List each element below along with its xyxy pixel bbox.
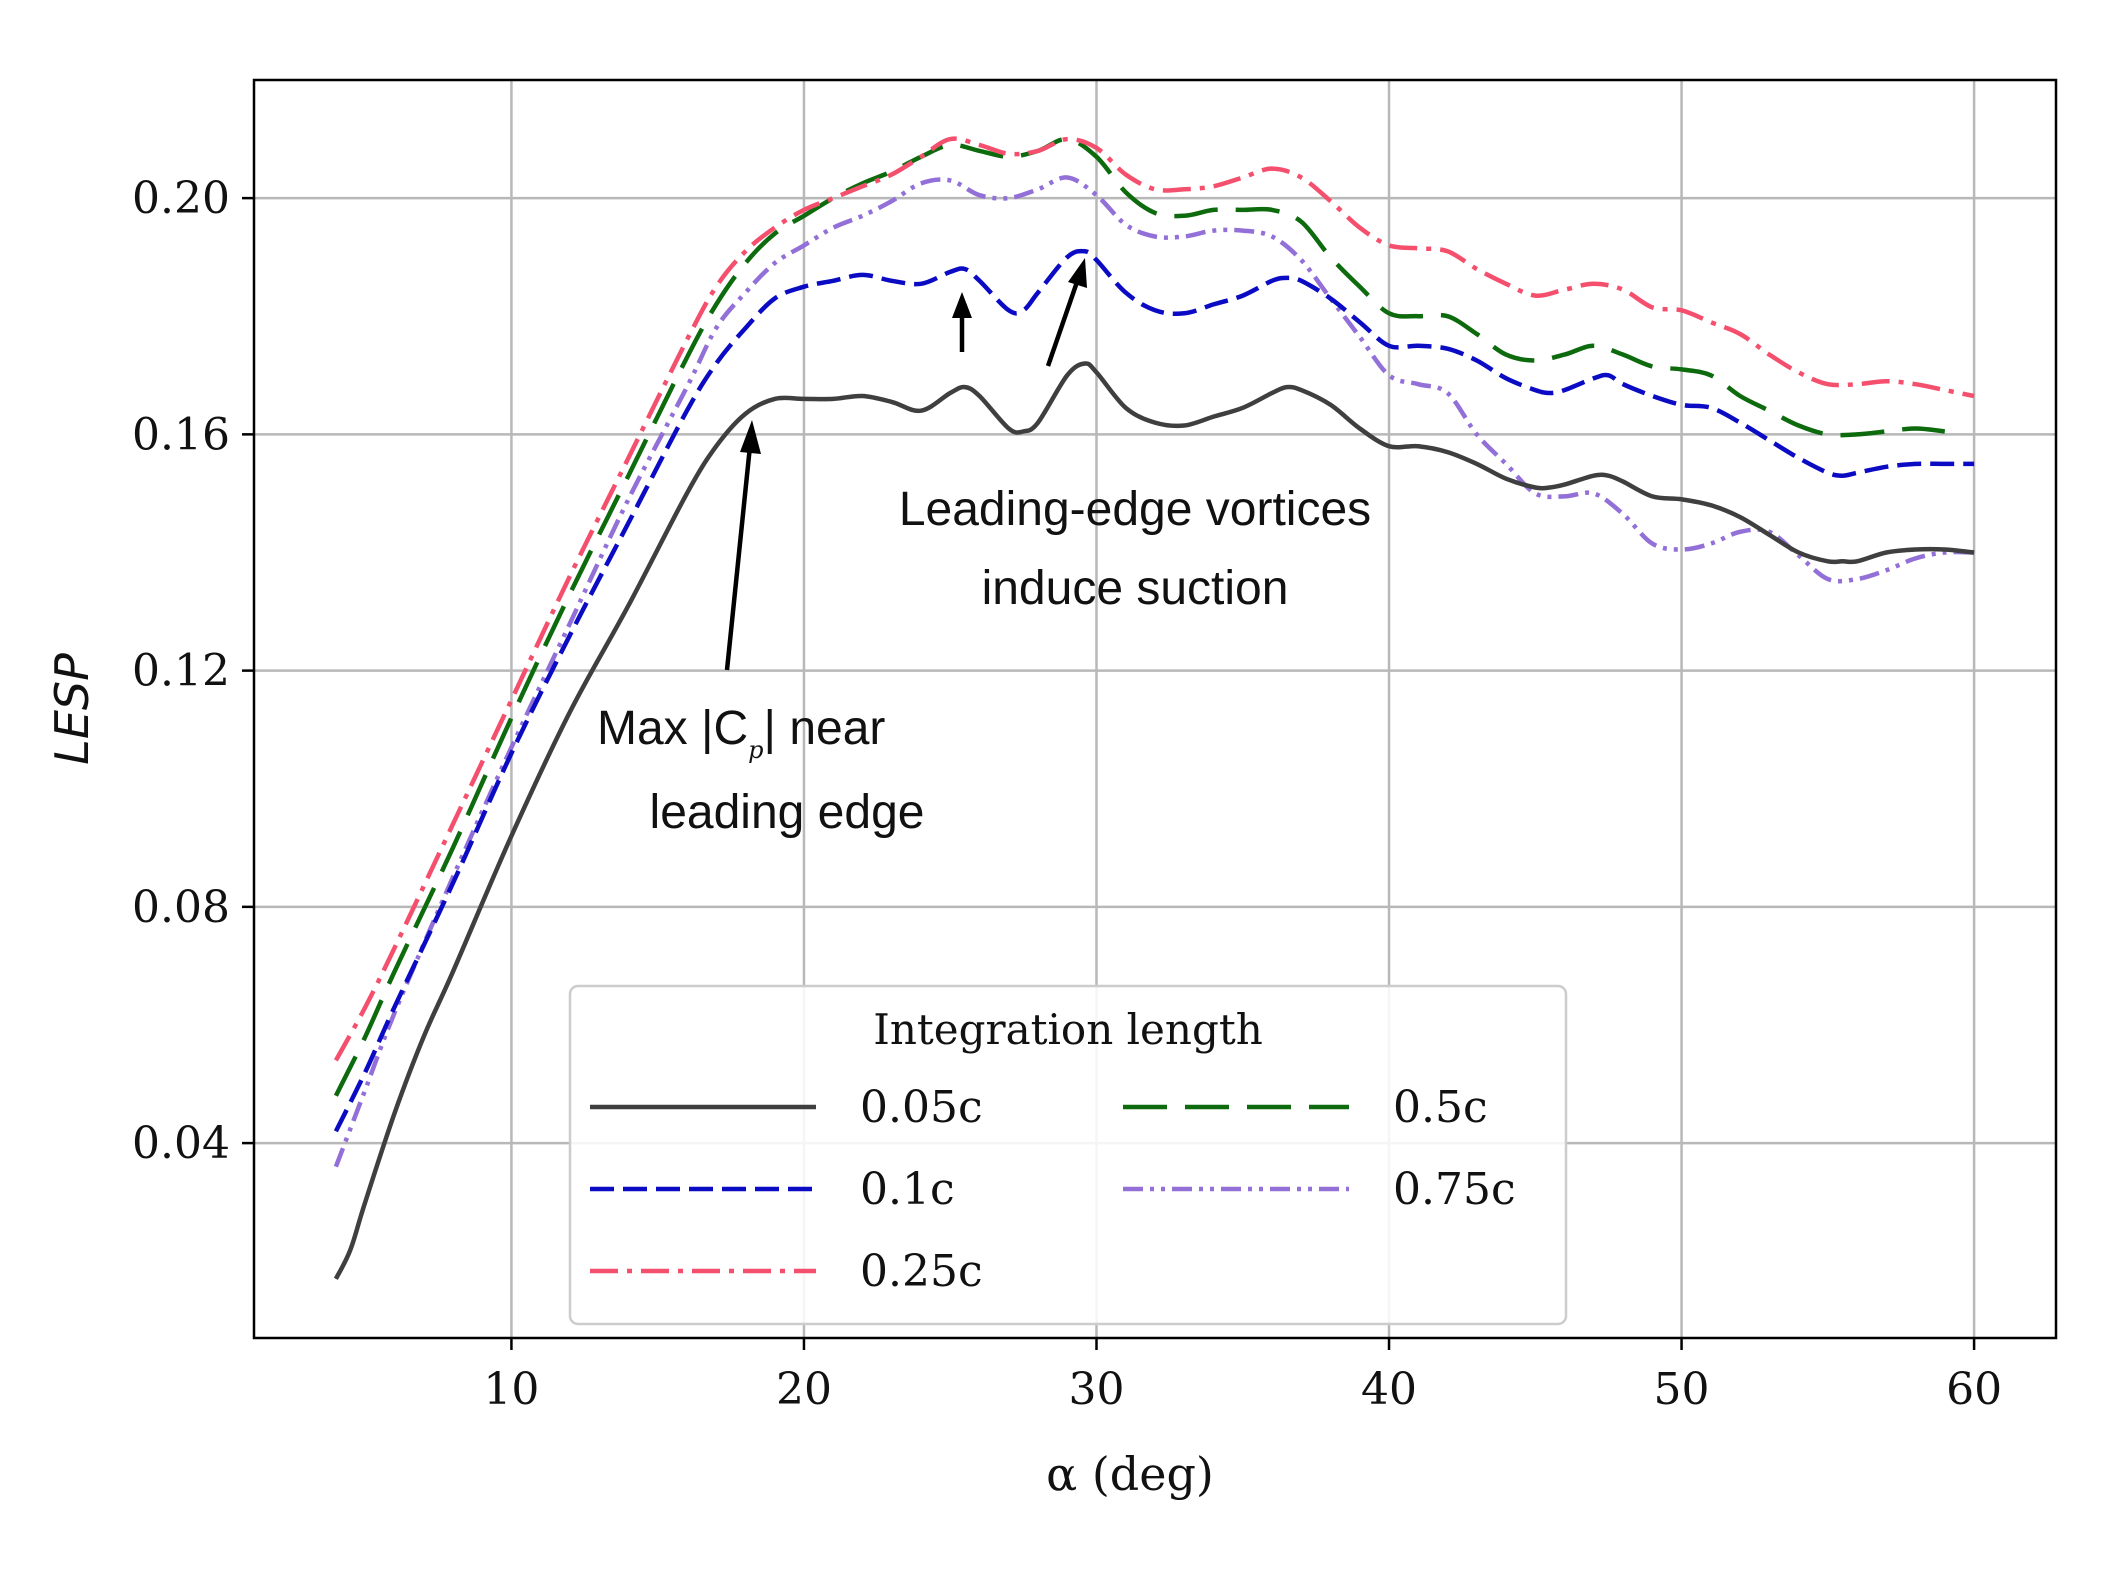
annotation-maxcp-prefix: Max |C bbox=[597, 702, 748, 755]
legend: Integration length 0.05c 0.1c 0.25c 0.5c 0.7… bbox=[568, 984, 1568, 1326]
annotation-maxcp-subscript: p bbox=[748, 736, 763, 764]
annotation-vortices-line2: induce suction bbox=[982, 562, 1289, 615]
y-tick-label: 0.12 bbox=[132, 646, 230, 697]
legend-title: Integration length bbox=[873, 1005, 1263, 1054]
y-tick-label: 0.16 bbox=[132, 409, 230, 460]
legend-label-0.05c: 0.05c bbox=[860, 1082, 983, 1133]
series-line-0.75c bbox=[333, 175, 1975, 1168]
legend-box bbox=[568, 984, 1568, 1326]
arrow-max-cp bbox=[724, 420, 761, 671]
x-tick-label: 30 bbox=[1068, 1364, 1124, 1415]
tick-marks bbox=[242, 196, 1976, 1350]
legend-label-0.25c: 0.25c bbox=[860, 1246, 983, 1297]
annotation-maxcp-suffix: | near bbox=[764, 702, 886, 755]
series-layer bbox=[333, 136, 1975, 1280]
arrow-vortex-peak-29 bbox=[1045, 258, 1087, 367]
y-axis-title: LESP bbox=[45, 653, 99, 765]
legend-label-0.5c: 0.5c bbox=[1393, 1082, 1488, 1133]
series-line-0.05c bbox=[333, 361, 1975, 1280]
x-tick-label: 20 bbox=[776, 1364, 832, 1415]
annotation-maxcp-line2: leading edge bbox=[650, 786, 925, 839]
x-tick-label: 50 bbox=[1654, 1364, 1710, 1415]
y-tick-label: 0.20 bbox=[132, 173, 230, 224]
y-tick-label: 0.04 bbox=[132, 1118, 230, 1169]
arrow-vortex-peak-25 bbox=[952, 292, 972, 352]
annotation-vortices-line1: Leading-edge vortices bbox=[899, 483, 1371, 536]
x-tick-label: 10 bbox=[483, 1364, 539, 1415]
y-tick-labels: 0.04 0.08 0.12 0.16 0.20 bbox=[132, 173, 230, 1169]
x-tick-label: 60 bbox=[1946, 1364, 2002, 1415]
x-axis-title: α (deg) bbox=[1046, 1447, 1214, 1501]
y-tick-label: 0.08 bbox=[132, 882, 230, 933]
annotation-maxcp-line1: Max |Cp| near bbox=[597, 702, 885, 764]
series-line-0.1c bbox=[333, 248, 1975, 1133]
series-line-0.5c bbox=[333, 136, 1946, 1097]
legend-label-0.1c: 0.1c bbox=[860, 1164, 955, 1215]
series-line-0.25c bbox=[333, 136, 1975, 1062]
x-tick-labels: 10 20 30 40 50 60 bbox=[483, 1364, 2002, 1415]
x-tick-label: 40 bbox=[1361, 1364, 1417, 1415]
plot-frame bbox=[252, 78, 2058, 1340]
legend-label-0.75c: 0.75c bbox=[1393, 1164, 1516, 1215]
